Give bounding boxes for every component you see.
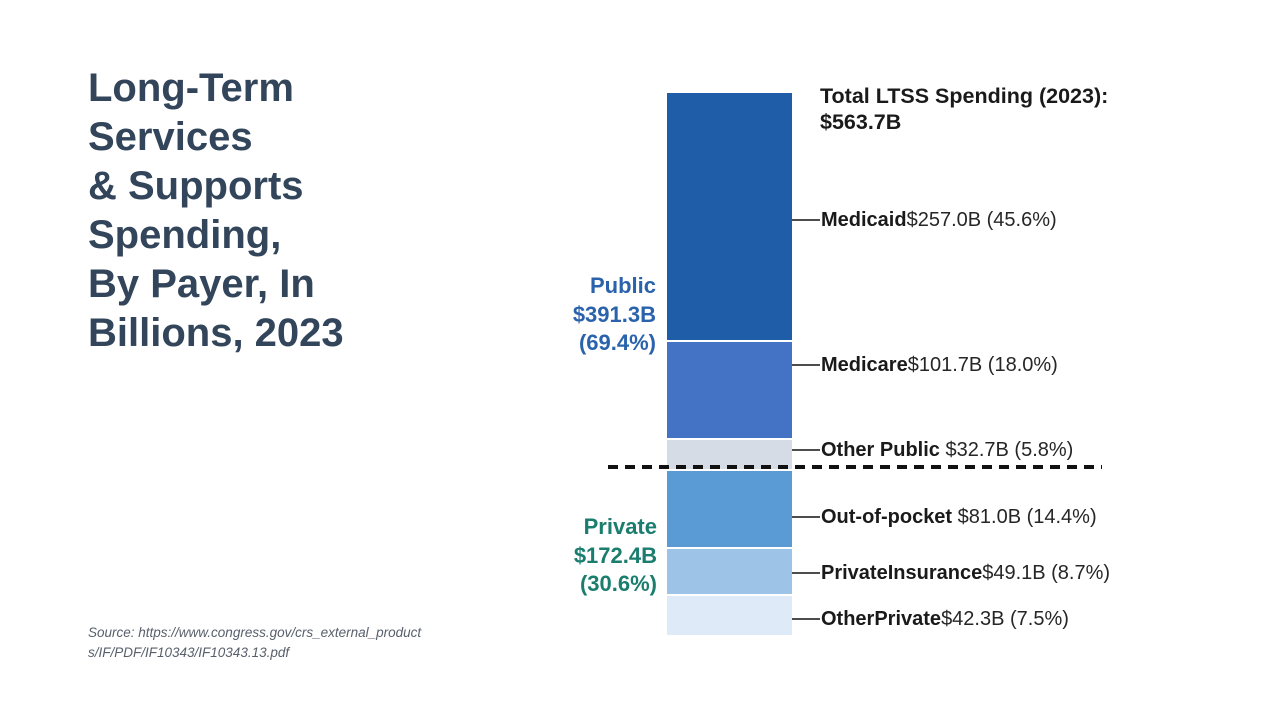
segment-name: Out-of-pocket: [821, 505, 953, 528]
leader-line: [792, 516, 820, 518]
segment-value: $49.1B (8.7%): [982, 561, 1111, 584]
callout-medicaid: Medicaid $257.0B (45.6%): [792, 207, 1057, 233]
segment-name: Medicaid: [821, 208, 907, 231]
segment-name: Other Public: [821, 438, 940, 461]
callout-medicare: Medicare $101.7B (18.0%): [792, 352, 1058, 378]
leader-line: [792, 364, 820, 366]
bar-segment-other-public: [667, 438, 792, 469]
segment-name: OtherPrivate: [821, 607, 942, 630]
segment-value: $101.7B (18.0%): [907, 353, 1058, 376]
bar-segment-other-private: [667, 594, 792, 635]
bar-segment-out-of-pocket: [667, 469, 792, 547]
callout-private-insurance: PrivateInsurance $49.1B (8.7%): [792, 560, 1110, 586]
segment-value: $257.0B (45.6%): [906, 208, 1057, 231]
leader-line: [792, 449, 820, 451]
segment-value: $81.0B (14.4%): [952, 505, 1097, 528]
slide-title: Long-Term Services & Supports Spending, …: [88, 66, 344, 355]
bar-segment-medicare: [667, 340, 792, 438]
callout-other-private: OtherPrivate $42.3B (7.5%): [792, 606, 1069, 632]
bar-segment-private-insurance: [667, 547, 792, 594]
bar-segment-medicaid: [667, 93, 792, 340]
segment-value: $42.3B (7.5%): [941, 607, 1069, 630]
segment-name: Medicare: [821, 353, 908, 376]
stacked-bar-chart: [667, 93, 792, 635]
leader-line: [792, 572, 820, 574]
callout-other-public: Other Public $32.7B (5.8%): [792, 437, 1073, 463]
callout-out-of-pocket: Out-of-pocket $81.0B (14.4%): [792, 504, 1097, 530]
group-label-public: Public $391.3B (69.4%): [572, 273, 656, 355]
segment-name: PrivateInsurance: [821, 561, 983, 584]
public-private-divider-line: [608, 465, 1102, 469]
segment-value: $32.7B (5.8%): [939, 438, 1074, 461]
leader-line: [792, 618, 820, 620]
total-spending-label: Total LTSS Spending (2023): $563.7B: [820, 84, 1109, 134]
group-label-private: Private $172.4B (30.6%): [573, 514, 657, 596]
source-citation: Source: https://www.congress.gov/crs_ext…: [88, 625, 422, 660]
leader-line: [792, 219, 820, 221]
